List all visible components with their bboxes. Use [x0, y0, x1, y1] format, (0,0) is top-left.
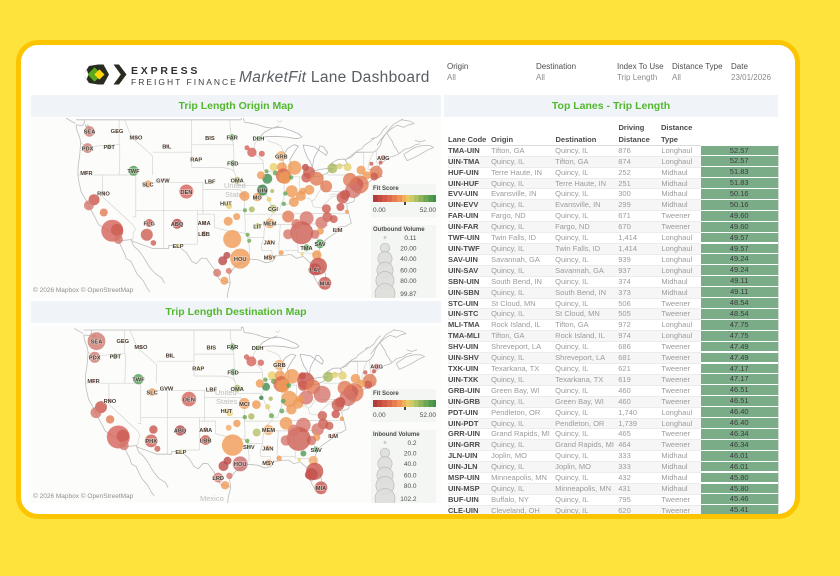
- svg-text:FSD: FSD: [227, 161, 238, 167]
- svg-text:BIS: BIS: [205, 136, 215, 142]
- svg-text:HOU: HOU: [234, 462, 247, 468]
- svg-text:MIA: MIA: [316, 486, 326, 492]
- svg-text:80.00: 80.00: [400, 278, 417, 285]
- svg-text:CGI: CGI: [268, 206, 279, 212]
- svg-text:ELP: ELP: [175, 450, 186, 456]
- svg-text:RAP: RAP: [190, 157, 202, 163]
- svg-text:RAP: RAP: [192, 366, 204, 372]
- svg-text:MO: MO: [253, 195, 263, 201]
- svg-text:LBF: LBF: [204, 179, 216, 185]
- svg-text:TMA: TMA: [300, 246, 312, 252]
- svg-text:MEM: MEM: [262, 428, 276, 434]
- svg-text:GVW: GVW: [156, 178, 170, 184]
- svg-text:99.87: 99.87: [400, 291, 417, 298]
- svg-text:MEM: MEM: [263, 221, 277, 227]
- svg-text:AMA: AMA: [199, 428, 212, 434]
- svg-text:AMA: AMA: [198, 221, 211, 227]
- svg-text:ILM: ILM: [333, 227, 343, 233]
- svg-text:LBF: LBF: [206, 388, 218, 394]
- svg-text:MSO: MSO: [134, 345, 148, 351]
- svg-text:60.00: 60.00: [400, 268, 417, 275]
- svg-text:AUG: AUG: [370, 365, 383, 371]
- svg-text:SAV: SAV: [311, 448, 322, 454]
- svg-text:ABQ: ABQ: [171, 222, 184, 228]
- svg-text:RNO: RNO: [104, 399, 117, 405]
- svg-text:PDX: PDX: [89, 356, 101, 362]
- svg-text:MFR: MFR: [87, 379, 99, 385]
- svg-text:FLG: FLG: [144, 221, 156, 227]
- svg-text:UIN: UIN: [258, 188, 268, 194]
- svg-text:ABQ: ABQ: [174, 429, 187, 435]
- svg-text:Mexico: Mexico: [200, 494, 224, 503]
- svg-text:RNO: RNO: [97, 191, 110, 197]
- svg-text:MSY: MSY: [264, 255, 277, 261]
- svg-text:AUG: AUG: [377, 155, 390, 161]
- svg-text:PHX: PHX: [145, 439, 157, 445]
- svg-text:DLH: DLH: [252, 346, 264, 352]
- svg-text:TWF: TWF: [132, 378, 145, 384]
- svg-text:HUT: HUT: [220, 201, 232, 207]
- svg-text:BIL: BIL: [162, 144, 172, 150]
- svg-text:ELP: ELP: [172, 244, 183, 250]
- svg-text:HUT: HUT: [221, 409, 233, 415]
- svg-text:60.0: 60.0: [404, 473, 417, 480]
- svg-text:20.00: 20.00: [400, 245, 417, 252]
- svg-text:MIA: MIA: [320, 281, 330, 287]
- svg-text:LBB: LBB: [198, 232, 210, 238]
- svg-text:MFR: MFR: [80, 170, 92, 176]
- svg-text:FAR: FAR: [227, 345, 238, 351]
- svg-text:SLC: SLC: [146, 390, 157, 396]
- svg-text:LBB: LBB: [200, 438, 212, 444]
- svg-text:SEA: SEA: [84, 129, 96, 135]
- svg-text:LAL: LAL: [310, 267, 322, 273]
- svg-text:ILM: ILM: [328, 434, 338, 440]
- svg-text:GRB: GRB: [275, 154, 288, 160]
- svg-text:GRB: GRB: [273, 363, 286, 369]
- svg-text:80.0: 80.0: [404, 483, 417, 490]
- svg-text:PDT: PDT: [110, 355, 122, 361]
- svg-text:DEN: DEN: [183, 397, 195, 403]
- svg-text:102.2: 102.2: [400, 496, 417, 503]
- svg-text:MSO: MSO: [130, 135, 144, 141]
- svg-text:TWF: TWF: [127, 169, 140, 175]
- svg-text:PDX: PDX: [82, 146, 94, 152]
- svg-text:0.2: 0.2: [407, 440, 416, 447]
- svg-text:DEN: DEN: [180, 189, 192, 195]
- svg-text:GVW: GVW: [160, 387, 174, 393]
- svg-text:BIL: BIL: [166, 354, 176, 360]
- svg-text:LRD: LRD: [212, 476, 224, 482]
- svg-text:OMA: OMA: [230, 178, 243, 184]
- svg-text:FSD: FSD: [227, 370, 238, 376]
- svg-text:FAR: FAR: [227, 135, 238, 141]
- svg-text:SEA: SEA: [91, 340, 103, 346]
- svg-text:DLH: DLH: [253, 136, 265, 142]
- svg-text:SAV: SAV: [314, 242, 325, 248]
- svg-text:40.0: 40.0: [404, 461, 417, 468]
- svg-text:JAN: JAN: [262, 446, 273, 452]
- svg-text:SHV: SHV: [243, 445, 255, 451]
- svg-text:MSY: MSY: [262, 461, 275, 467]
- svg-text:BIS: BIS: [207, 346, 217, 352]
- svg-text:20.0: 20.0: [404, 450, 417, 457]
- svg-text:GEG: GEG: [116, 339, 129, 345]
- svg-text:SLC: SLC: [142, 182, 153, 188]
- svg-text:40.00: 40.00: [400, 256, 417, 263]
- svg-text:LIT: LIT: [253, 224, 262, 230]
- svg-text:GEG: GEG: [111, 129, 124, 135]
- svg-text:MCI: MCI: [239, 402, 250, 408]
- svg-text:0.11: 0.11: [404, 235, 417, 242]
- svg-text:PDT: PDT: [104, 145, 116, 151]
- svg-text:HOU: HOU: [234, 256, 247, 262]
- svg-text:JAN: JAN: [264, 240, 275, 246]
- svg-text:OMA: OMA: [231, 387, 244, 393]
